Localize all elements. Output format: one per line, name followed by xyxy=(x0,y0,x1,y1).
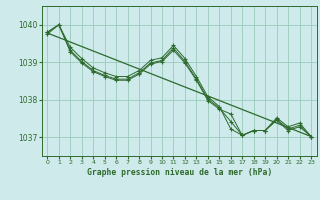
X-axis label: Graphe pression niveau de la mer (hPa): Graphe pression niveau de la mer (hPa) xyxy=(87,168,272,177)
